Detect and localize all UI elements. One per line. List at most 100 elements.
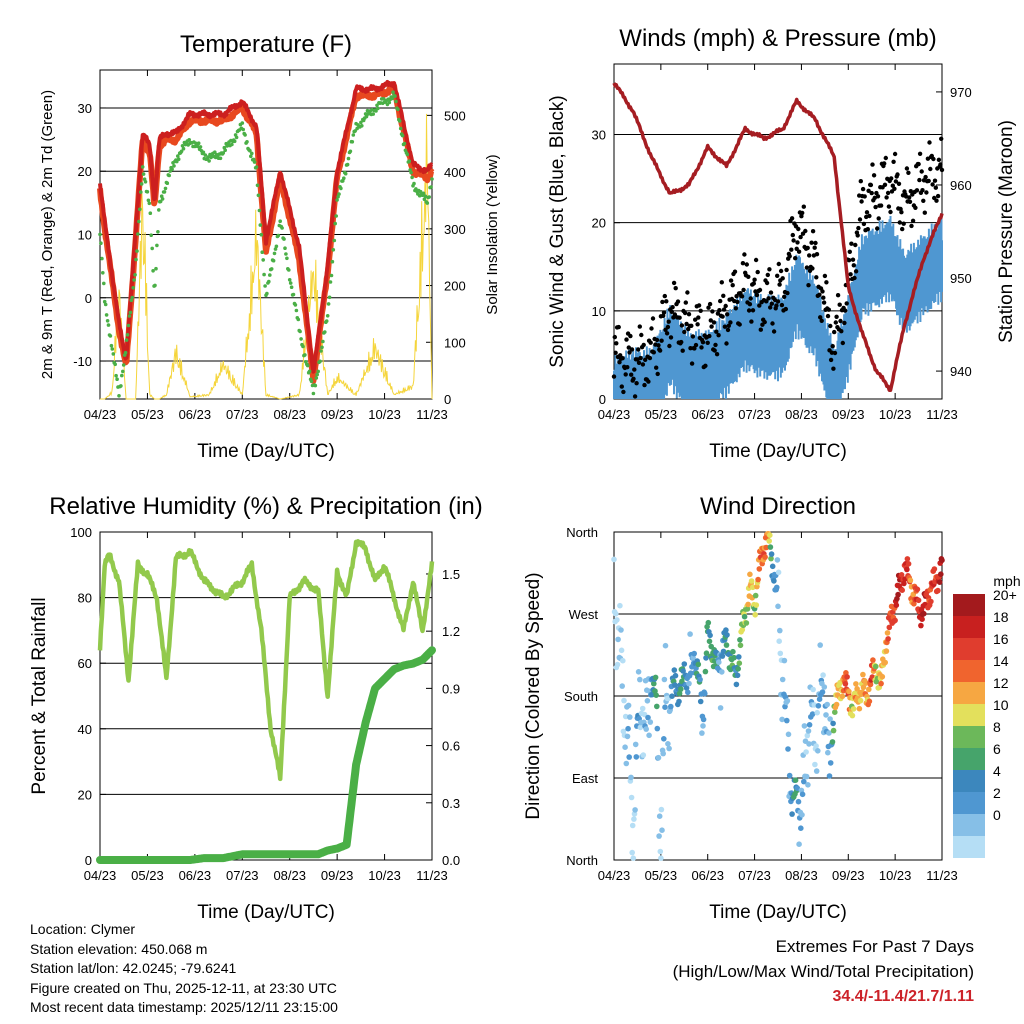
dewpoint-point bbox=[257, 208, 262, 213]
gust-point bbox=[716, 333, 721, 338]
dewpoint-point bbox=[319, 349, 323, 353]
dir-point bbox=[615, 636, 621, 643]
gust-point bbox=[820, 289, 825, 294]
dir-point bbox=[619, 683, 625, 689]
dir-point bbox=[928, 598, 934, 605]
dir-point bbox=[866, 698, 873, 705]
gust-point bbox=[776, 261, 781, 267]
dewpoint-point bbox=[139, 190, 143, 194]
gust-point bbox=[765, 272, 770, 278]
dir-point bbox=[899, 587, 905, 593]
gust-point bbox=[749, 319, 754, 324]
dewpoint-point bbox=[348, 149, 353, 154]
dewpoint-point bbox=[425, 201, 430, 205]
dir-point bbox=[736, 660, 743, 666]
gust-point bbox=[924, 190, 929, 195]
dir-point bbox=[628, 774, 634, 781]
latlon-text: Station lat/lon: 42.0245; -79.6241 bbox=[30, 960, 237, 976]
dewpoint-point bbox=[129, 298, 134, 303]
dewpoint-point bbox=[131, 286, 135, 290]
dewpoint-point bbox=[262, 272, 266, 277]
rh-xtick-label: 06/23 bbox=[179, 868, 212, 883]
rh-xlabel: Time (Day/UTC) bbox=[197, 902, 335, 923]
gust-point bbox=[939, 136, 944, 141]
dir-point bbox=[703, 650, 710, 656]
gust-point bbox=[685, 290, 690, 295]
dir-point bbox=[630, 855, 637, 861]
rain-line bbox=[96, 646, 436, 864]
gust-point bbox=[709, 324, 714, 329]
gust-point bbox=[826, 307, 831, 312]
dir-point bbox=[658, 855, 664, 861]
dewpoint-point bbox=[140, 165, 145, 169]
dewpoint-point bbox=[156, 230, 160, 234]
dewpoint-point bbox=[162, 190, 167, 194]
dir-point bbox=[703, 655, 709, 661]
dir-point bbox=[686, 680, 692, 687]
gust-point bbox=[821, 295, 826, 300]
temp-ytick-label: 10 bbox=[78, 228, 92, 243]
dewpoint-point bbox=[284, 252, 288, 256]
dewpoint-point bbox=[402, 141, 407, 146]
dir-point bbox=[737, 637, 743, 643]
dir-point bbox=[719, 653, 726, 659]
dir-point bbox=[611, 556, 617, 563]
wind-ytick-label: 0 bbox=[599, 392, 606, 407]
temp-ytick-label: 20 bbox=[78, 164, 92, 179]
dir-point bbox=[717, 705, 724, 711]
colorbar-swatch bbox=[953, 660, 985, 682]
gust-point bbox=[813, 240, 818, 246]
colorbar-label: 0 bbox=[993, 807, 1001, 823]
gust-point bbox=[689, 361, 695, 366]
gust-point bbox=[621, 389, 626, 395]
dir-point bbox=[745, 601, 751, 608]
solar-ytick-label: 400 bbox=[444, 165, 466, 180]
dewpoint-point bbox=[241, 127, 245, 132]
dir-point bbox=[752, 592, 759, 599]
dewpoint-point bbox=[329, 273, 334, 278]
dir-point bbox=[816, 696, 823, 702]
gust-point bbox=[769, 301, 774, 306]
dir-point bbox=[730, 648, 736, 655]
gust-point bbox=[683, 300, 688, 305]
dewpoint-point bbox=[170, 167, 174, 171]
gust-point bbox=[870, 162, 875, 167]
pressure-ytick-label: 960 bbox=[950, 178, 972, 193]
dir-point bbox=[631, 816, 637, 822]
dewpoint-point bbox=[151, 269, 155, 273]
gust-point bbox=[664, 331, 670, 336]
rain-ytick-label: 1.5 bbox=[442, 567, 460, 582]
dir-point bbox=[801, 723, 808, 729]
dir-point bbox=[905, 561, 912, 567]
gust-point bbox=[650, 316, 656, 321]
dir-point bbox=[799, 791, 806, 798]
dir-point bbox=[716, 659, 722, 665]
dewpoint-point bbox=[111, 352, 116, 356]
dewpoint-point bbox=[120, 373, 124, 378]
dewpoint-point bbox=[98, 232, 102, 237]
dir-xtick-label: 07/23 bbox=[738, 868, 771, 883]
dewpoint-point bbox=[196, 141, 201, 145]
dewpoint-point bbox=[335, 198, 339, 202]
dewpoint-point bbox=[172, 164, 176, 168]
dir-point bbox=[827, 716, 833, 722]
dir-point bbox=[656, 813, 663, 819]
dewpoint-point bbox=[285, 256, 289, 261]
dir-xtick-label: 11/23 bbox=[926, 868, 958, 883]
dewpoint-point bbox=[328, 280, 333, 284]
gust-point bbox=[719, 280, 724, 285]
gust-point bbox=[774, 303, 779, 308]
dir-point bbox=[789, 811, 795, 817]
gust-point bbox=[801, 204, 806, 209]
gust-point bbox=[931, 156, 936, 162]
gust-point bbox=[723, 303, 728, 309]
temp-xtick-label: 04/23 bbox=[84, 407, 117, 422]
dir-point bbox=[629, 849, 635, 856]
dir-point bbox=[700, 723, 706, 729]
dewpoint-point bbox=[195, 144, 200, 149]
gust-point bbox=[866, 188, 871, 193]
dewpoint-point bbox=[359, 120, 363, 125]
dewpoint-point bbox=[332, 238, 337, 243]
gust-point bbox=[768, 290, 774, 295]
dewpoint-point bbox=[423, 194, 428, 198]
